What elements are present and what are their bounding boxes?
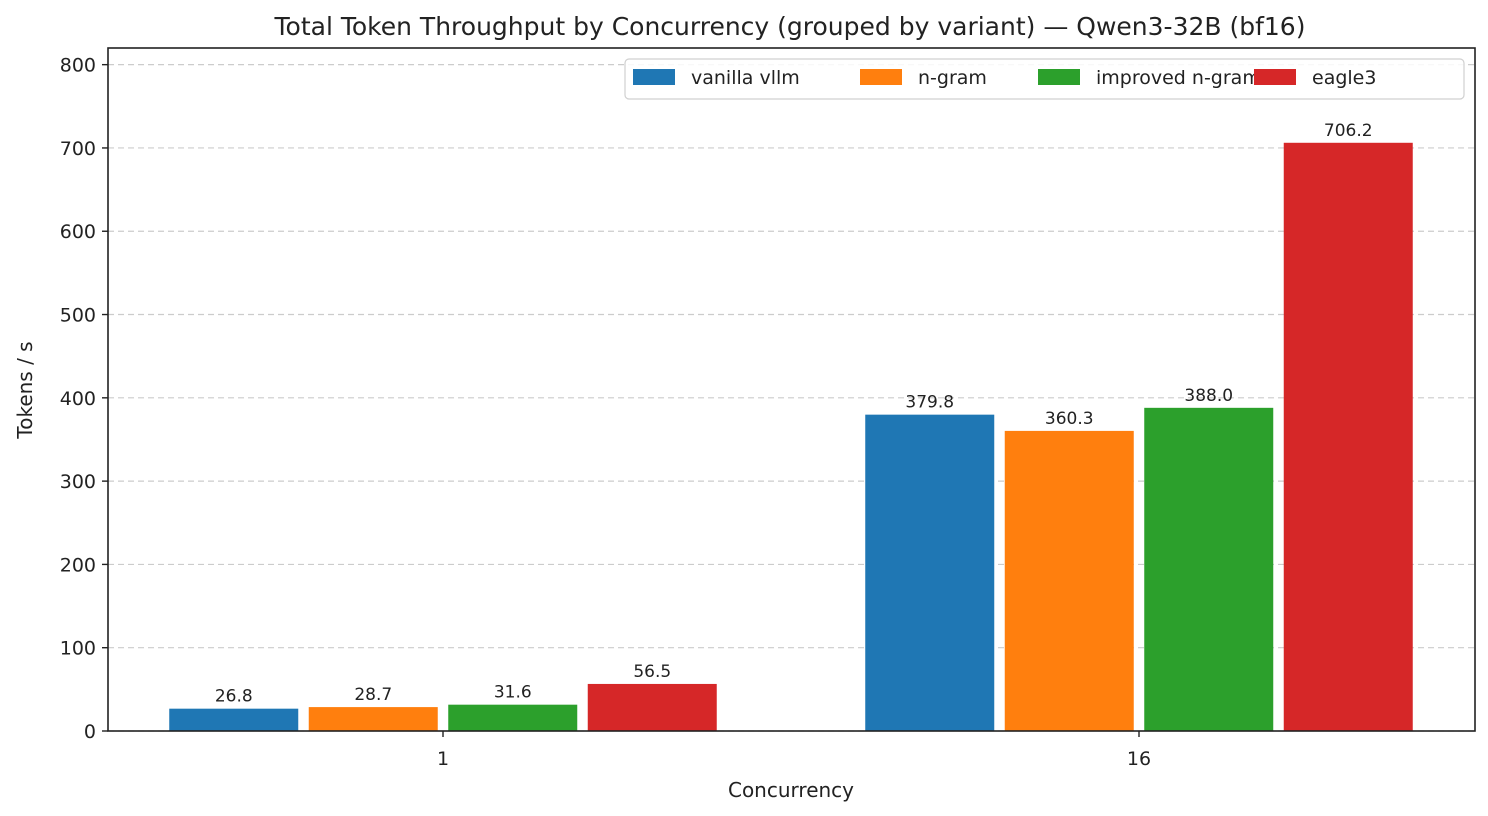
data-label: 388.0: [1184, 386, 1233, 406]
y-tick-label: 0: [84, 721, 96, 743]
legend-label: eagle3: [1312, 67, 1376, 89]
y-tick-label: 500: [60, 305, 96, 327]
legend-swatch: [633, 69, 675, 85]
bar-improved-n-gram-16: [1144, 407, 1274, 731]
bar-vanilla-vllm-16: [865, 414, 995, 731]
plot-frame: [107, 47, 1476, 732]
legend-swatch: [1038, 69, 1080, 85]
bar-n-gram-1: [308, 707, 438, 731]
x-axis: 1 16: [437, 731, 1151, 770]
y-tick-label: 600: [60, 221, 96, 243]
y-tick-label: 800: [60, 55, 96, 77]
x-axis-label: Concurrency: [728, 778, 854, 802]
legend-swatch: [860, 69, 902, 85]
bar-improved-n-gram-1: [448, 704, 578, 731]
data-label: 360.3: [1045, 409, 1094, 429]
bar-eagle3-16: [1283, 142, 1413, 731]
x-tick-label: 16: [1127, 748, 1151, 770]
data-label: 706.2: [1324, 121, 1373, 141]
chart-title: Total Token Throughput by Concurrency (g…: [274, 12, 1306, 41]
legend-label: n-gram: [918, 67, 987, 89]
y-tick-label: 200: [60, 554, 96, 576]
bar-n-gram-16: [1004, 430, 1134, 731]
x-tick-label: 1: [437, 748, 449, 770]
y-tick-label: 700: [60, 138, 96, 160]
legend-swatch: [1254, 69, 1296, 85]
data-labels-group: 26.8 28.7 31.6 56.5 379.8 360.3 388.0 706.2: [215, 121, 1373, 707]
data-label: 379.8: [905, 393, 954, 413]
y-tick-label: 300: [60, 471, 96, 493]
bar-vanilla-vllm-1: [169, 708, 299, 731]
legend-label: improved n-gram: [1096, 67, 1261, 89]
y-axis-label: Tokens / s: [13, 341, 37, 439]
legend-label: vanilla vllm: [691, 67, 800, 89]
y-tick-label: 400: [60, 388, 96, 410]
data-label: 26.8: [215, 687, 253, 707]
data-label: 28.7: [354, 685, 392, 705]
bars-group: [169, 142, 1413, 731]
y-axis: 0 100 200 300 400 500 600 700 800: [60, 55, 108, 743]
data-label: 56.5: [633, 662, 671, 682]
legend: vanilla vllm n-gram improved n-gram eagle3: [624, 58, 1465, 100]
data-label: 31.6: [494, 683, 532, 703]
y-tick-label: 100: [60, 638, 96, 660]
bar-eagle3-1: [587, 683, 717, 731]
